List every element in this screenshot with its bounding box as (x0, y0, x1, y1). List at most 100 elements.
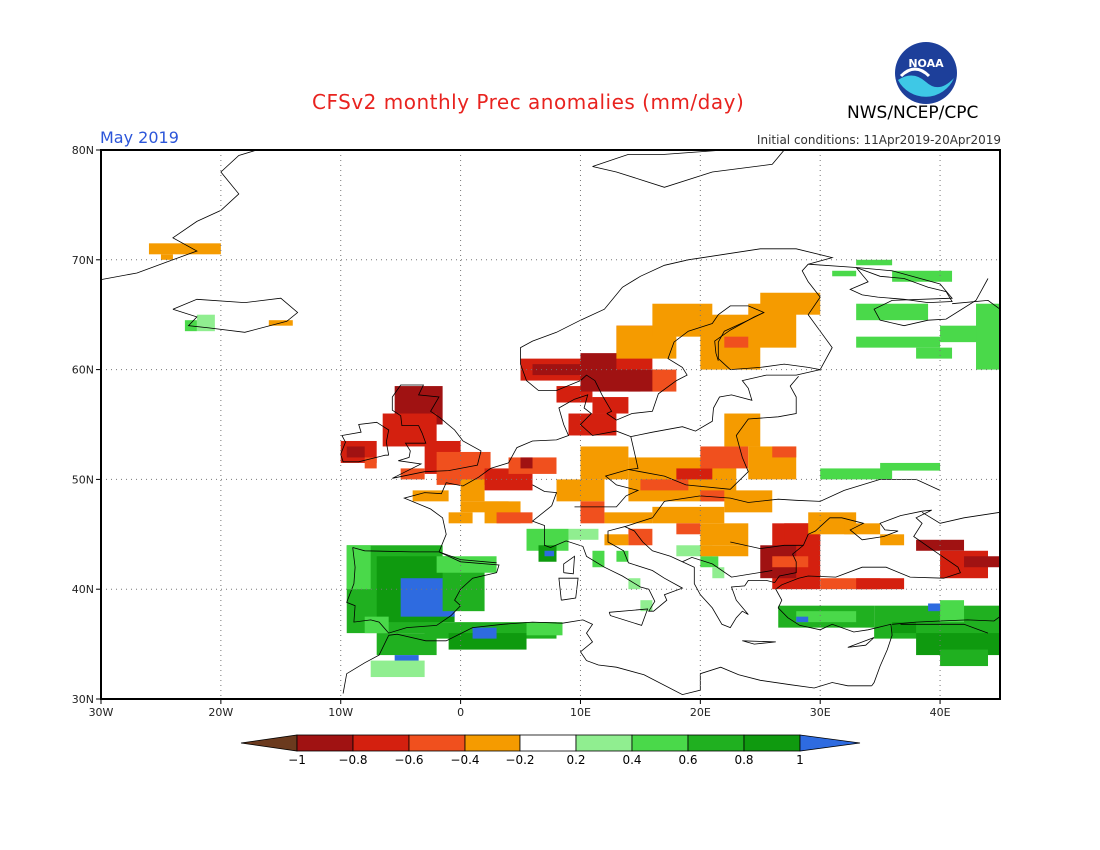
legend-label: 1 (796, 753, 804, 767)
anomaly-cell (652, 369, 677, 392)
lat-tick-label: 80N (72, 144, 94, 157)
anomaly-cell (700, 490, 725, 502)
anomaly-cell (640, 600, 653, 612)
anomaly-cell (652, 506, 725, 524)
map-frame (100, 149, 1001, 700)
anomaly-cell (640, 479, 689, 491)
anomaly-cell (856, 336, 941, 348)
anomaly-cell (928, 603, 941, 612)
anomaly-cell (892, 622, 917, 634)
lat-tick-label: 30N (72, 693, 94, 706)
anomaly-cell (724, 490, 773, 513)
anomaly-cell (436, 556, 497, 573)
longitude-ticks: 30W 20W 10W 0 10E 20E 30E 40E (89, 699, 951, 719)
anomaly-cell (460, 479, 485, 502)
coastline (892, 616, 1001, 625)
anomaly-cell (364, 616, 389, 634)
anomaly-cell (820, 578, 881, 590)
legend-swatch (687, 734, 745, 752)
anomaly-cell (700, 446, 749, 469)
legend-bar (240, 734, 861, 752)
legend-arrow-low (240, 734, 298, 752)
anomaly-cell (856, 259, 893, 266)
lon-tick-label: 0 (457, 706, 464, 719)
lon-tick-label: 30W (89, 706, 114, 719)
legend-label: −0.4 (450, 753, 479, 767)
anomaly-cell (772, 446, 797, 458)
coastline (714, 312, 765, 361)
anomaly-cell (568, 413, 617, 436)
anomaly-cell (496, 512, 533, 524)
lon-tick-label: 20E (690, 706, 711, 719)
lat-tick-label: 50N (72, 473, 94, 486)
coastline (628, 375, 799, 490)
legend-labels: −1 −0.8 −0.6 −0.4 −0.2 0.2 0.4 0.6 0.8 1 (288, 753, 804, 767)
anomaly-cell (580, 446, 629, 480)
legend-swatch (408, 734, 466, 752)
coastline (592, 149, 786, 188)
anomaly-cell (412, 490, 449, 502)
coastline (563, 555, 575, 575)
anomaly-cells (148, 243, 1000, 678)
legend-label: −0.6 (394, 753, 423, 767)
anomaly-cell (700, 556, 719, 568)
anomaly-cell (892, 270, 953, 282)
anomaly-cell (880, 534, 905, 546)
anomaly-cell (724, 413, 761, 447)
anomaly-cell (796, 611, 857, 623)
anomaly-cell (604, 534, 629, 546)
initial-conditions: Initial conditions: 11Apr2019-20Apr2019 (756, 133, 1001, 147)
coastline (801, 263, 833, 370)
legend-label: 0.4 (622, 753, 641, 767)
coastline (742, 640, 776, 645)
anomaly-cell (160, 254, 173, 260)
coastline (849, 267, 953, 304)
legend-swatch (743, 734, 801, 752)
anomaly-cell (364, 457, 377, 469)
anomaly-cell (820, 468, 893, 480)
legend-swatch (296, 734, 354, 752)
coastline (531, 484, 558, 548)
lat-tick-label: 70N (72, 254, 94, 267)
lon-tick-label: 20W (208, 706, 233, 719)
coastline (438, 551, 497, 564)
lat-tick-label: 60N (72, 364, 94, 377)
anomaly-cell (346, 545, 371, 590)
anomaly-cell (520, 457, 533, 469)
anomaly-cell (592, 550, 605, 568)
lon-tick-label: 30E (810, 706, 831, 719)
legend-label: 0.8 (734, 753, 753, 767)
anomaly-cell (448, 633, 527, 650)
anomaly-cell (472, 627, 497, 639)
agency-label: NWS/NCEP/CPC (847, 103, 979, 123)
anomaly-cell (448, 512, 473, 524)
anomaly-cell (856, 303, 929, 321)
anomaly-cell (604, 512, 653, 524)
lon-tick-label: 10E (570, 706, 591, 719)
legend-label: −1 (288, 753, 306, 767)
anomaly-cell (676, 468, 713, 480)
legend-swatch (631, 734, 689, 752)
coastline (403, 369, 821, 553)
legend-label: 0.2 (566, 753, 585, 767)
coastline (558, 577, 579, 601)
anomaly-cell (700, 545, 749, 557)
legend-swatch (519, 734, 577, 752)
legend-label: −0.2 (505, 753, 534, 767)
coastline (520, 248, 989, 414)
anomaly-cell (568, 528, 599, 540)
legend-label: 0.6 (678, 753, 697, 767)
anomaly-cell (976, 303, 1000, 370)
noaa-logo-icon: NOAA (895, 42, 957, 104)
coastline (550, 509, 961, 687)
legend-swatch (352, 734, 410, 752)
anomaly-cell (772, 556, 809, 568)
anomaly-cell (856, 578, 905, 590)
anomaly-cell (148, 243, 221, 255)
coastline (574, 436, 640, 508)
coastline (340, 421, 390, 463)
coastlines (100, 149, 1001, 696)
coastline (100, 149, 257, 280)
